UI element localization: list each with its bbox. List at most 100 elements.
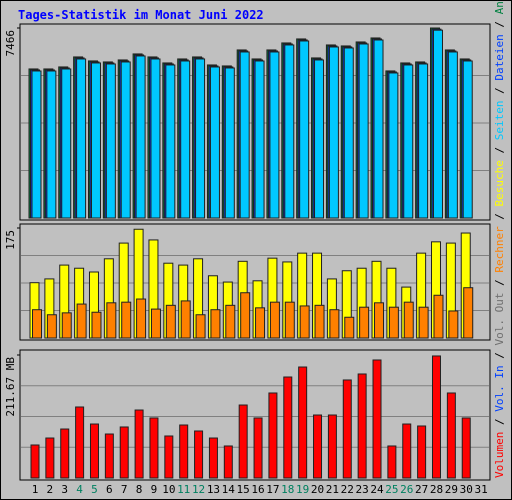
- bar: [373, 39, 384, 219]
- x-tick-label: 6: [106, 483, 113, 496]
- bar: [299, 305, 310, 339]
- x-tick-label: 2: [47, 483, 54, 496]
- bar: [31, 70, 42, 219]
- x-tick-label: 18: [281, 483, 294, 496]
- bar: [179, 424, 189, 479]
- legend-separator: /: [493, 140, 506, 160]
- bar: [328, 46, 339, 219]
- x-tick-label: 12: [192, 483, 205, 496]
- bar: [134, 409, 144, 479]
- x-tick-label: 24: [370, 483, 384, 496]
- bar: [461, 417, 471, 479]
- bar: [180, 60, 191, 219]
- x-tick-label: 27: [415, 483, 428, 496]
- x-tick-label: 1: [32, 483, 39, 496]
- bar: [121, 301, 132, 339]
- bar: [283, 376, 293, 479]
- y-tick-label: 211.67 MB: [4, 357, 17, 417]
- x-tick-label: 5: [91, 483, 98, 496]
- legend-entry: Vol. In: [493, 365, 506, 411]
- bar: [255, 307, 266, 339]
- x-tick-label: 7: [121, 483, 128, 496]
- legend-entry: Dateien: [493, 34, 506, 80]
- bar: [60, 428, 70, 479]
- x-tick-label: 13: [207, 483, 220, 496]
- bar: [89, 423, 99, 479]
- bar: [30, 444, 40, 479]
- bar: [372, 359, 382, 479]
- legend: Volumen / Vol. In / Vol. Out / Rechner /…: [493, 0, 506, 478]
- bar: [45, 437, 55, 479]
- x-tick-label: 20: [311, 483, 324, 496]
- bar: [106, 302, 117, 339]
- bar: [150, 308, 161, 339]
- bar: [165, 64, 176, 219]
- bar: [253, 417, 263, 479]
- legend-entry: Rechner: [493, 226, 506, 273]
- legend-entry: Besuche: [493, 160, 506, 206]
- legend-entry: Vol. Out: [493, 293, 506, 346]
- bar: [388, 72, 399, 219]
- bar: [223, 445, 233, 479]
- bar: [225, 304, 236, 339]
- x-tick-label: 28: [430, 483, 443, 496]
- bar: [91, 311, 102, 339]
- x-tick-label: 25: [385, 483, 398, 496]
- bar: [269, 301, 280, 339]
- bar: [239, 51, 250, 219]
- x-tick-label: 19: [296, 483, 309, 496]
- bar: [46, 70, 57, 219]
- legend-separator: /: [493, 14, 506, 34]
- bar: [164, 435, 174, 479]
- bar: [76, 58, 87, 219]
- bar: [46, 314, 57, 339]
- x-tick-label: 8: [136, 483, 143, 496]
- chart-title: Tages-Statistik im Monat Juni 2022: [18, 8, 264, 22]
- bar: [284, 301, 295, 339]
- bar: [210, 309, 221, 339]
- bar: [343, 47, 354, 219]
- bar: [418, 63, 429, 219]
- y-tick-label: 175: [4, 230, 17, 250]
- bar: [76, 303, 87, 339]
- x-tick-label: 26: [400, 483, 413, 496]
- bar: [431, 355, 441, 479]
- legend-entry: Anfragen: [493, 0, 506, 14]
- bar: [447, 51, 458, 219]
- bar: [358, 43, 369, 219]
- bar: [180, 300, 191, 339]
- bar: [194, 430, 204, 479]
- bar: [357, 373, 367, 479]
- bar: [314, 59, 325, 219]
- bar: [446, 392, 456, 479]
- bar: [329, 309, 340, 339]
- bar: [208, 437, 218, 479]
- bar: [374, 302, 385, 339]
- bar: [150, 58, 161, 219]
- bar: [209, 66, 220, 219]
- bar: [238, 404, 248, 479]
- bar: [417, 425, 427, 479]
- bar: [165, 304, 176, 339]
- bar: [403, 64, 414, 219]
- bar: [119, 426, 129, 479]
- bar: [359, 306, 370, 339]
- x-tick-label: 31: [474, 483, 487, 496]
- x-tick-label: 23: [356, 483, 369, 496]
- bar: [149, 417, 159, 479]
- bar: [269, 51, 280, 219]
- bar: [224, 67, 235, 219]
- bar: [314, 304, 325, 339]
- bar: [254, 60, 265, 219]
- x-tick-label: 16: [251, 483, 264, 496]
- x-tick-label: 15: [237, 483, 250, 496]
- bar: [90, 62, 101, 219]
- x-tick-label: 11: [177, 483, 190, 496]
- bar: [448, 310, 459, 339]
- bar: [268, 392, 278, 479]
- bar: [462, 60, 473, 219]
- bar: [387, 445, 397, 479]
- bar: [403, 301, 414, 339]
- x-tick-label: 22: [341, 483, 354, 496]
- bar: [433, 294, 444, 339]
